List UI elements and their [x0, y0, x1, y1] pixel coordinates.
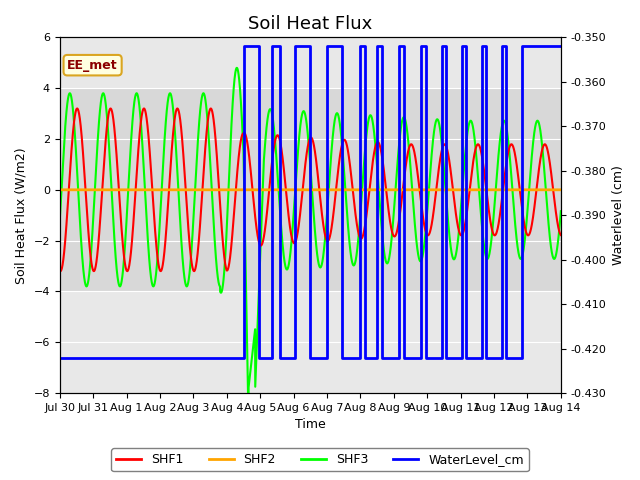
Text: EE_met: EE_met: [67, 59, 118, 72]
Legend: SHF1, SHF2, SHF3, WaterLevel_cm: SHF1, SHF2, SHF3, WaterLevel_cm: [111, 448, 529, 471]
X-axis label: Time: Time: [295, 419, 326, 432]
Title: Soil Heat Flux: Soil Heat Flux: [248, 15, 372, 33]
Y-axis label: Soil Heat Flux (W/m2): Soil Heat Flux (W/m2): [15, 147, 28, 284]
Y-axis label: Waterlevel (cm): Waterlevel (cm): [612, 165, 625, 265]
Bar: [60, 88, 561, 291]
